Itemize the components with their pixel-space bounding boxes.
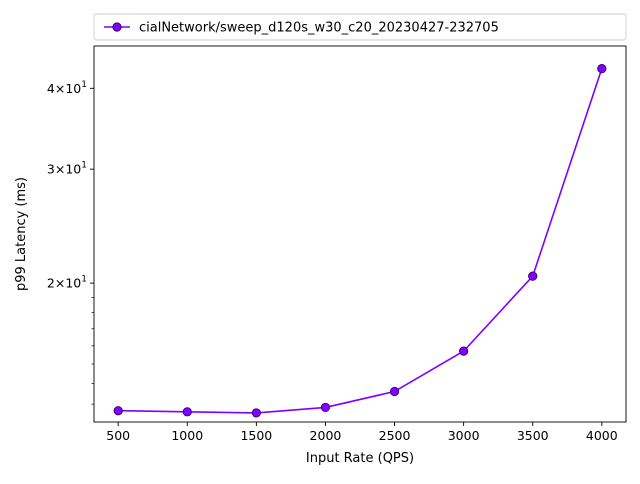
- plot-frame: [93, 45, 627, 423]
- x-tick-label: 500: [106, 428, 130, 443]
- x-tick-label: 1500: [240, 428, 272, 443]
- data-point: [389, 386, 400, 397]
- data-point: [459, 346, 469, 356]
- data-point: [597, 64, 607, 74]
- y-tick-label-base: 2×10: [47, 276, 81, 291]
- y-tick-label-exponent: 1: [81, 161, 87, 171]
- y-tick-label-exponent: 1: [81, 80, 87, 90]
- x-tick-label: 4000: [586, 428, 618, 443]
- legend-marker-swatch: [112, 22, 122, 32]
- data-point: [251, 408, 261, 418]
- data-point: [528, 271, 538, 281]
- series-line: [118, 68, 603, 414]
- y-tick-label-base: 3×10: [47, 162, 81, 177]
- x-tick-label: 2500: [379, 428, 411, 443]
- y-tick-label: 2×101: [47, 275, 87, 291]
- data-point: [320, 402, 331, 413]
- data-point: [182, 407, 192, 417]
- y-tick-label-base: 4×10: [47, 81, 81, 96]
- x-tick-label: 3500: [517, 428, 549, 443]
- x-axis-label: Input Rate (QPS): [306, 451, 414, 466]
- x-tick-label: 2000: [310, 428, 342, 443]
- legend-box: [93, 13, 627, 41]
- legend-label: cialNetwork/sweep_d120s_w30_c20_20230427…: [139, 21, 499, 36]
- y-axis-label: p99 Latency (ms): [14, 177, 29, 291]
- y-tick-label: 3×101: [47, 161, 87, 177]
- x-tick-label: 1000: [171, 428, 203, 443]
- x-tick-label: 3000: [448, 428, 480, 443]
- data-point: [113, 406, 123, 416]
- y-tick-label: 4×101: [47, 80, 87, 96]
- y-tick-label-exponent: 1: [81, 275, 87, 285]
